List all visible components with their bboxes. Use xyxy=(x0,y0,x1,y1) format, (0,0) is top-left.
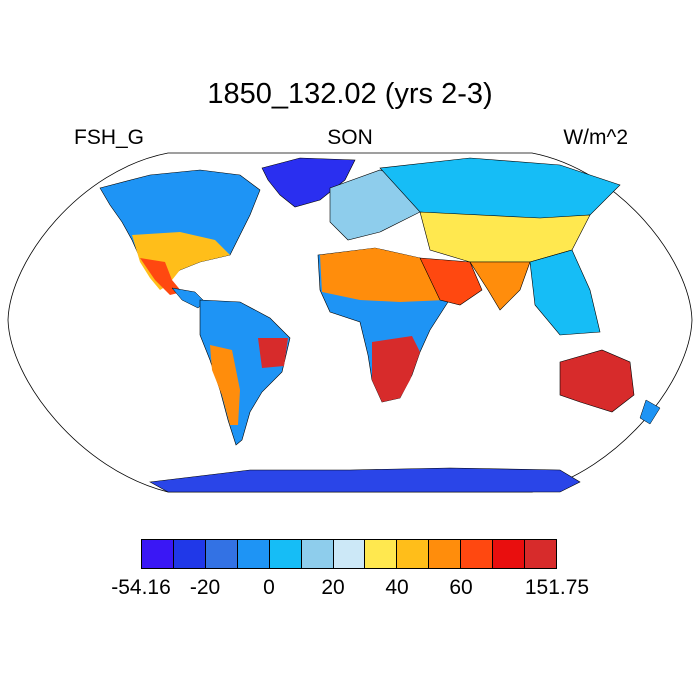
region-australia xyxy=(559,349,635,413)
colorbar-swatch xyxy=(301,540,334,568)
region-antarctica xyxy=(149,467,581,493)
colorbar-swatch xyxy=(429,540,462,568)
region-patagonia xyxy=(210,345,240,425)
colorbar-swatch xyxy=(269,540,302,568)
region-new-zealand xyxy=(639,399,661,425)
colorbar-swatch xyxy=(173,540,206,568)
region-greenland xyxy=(261,157,356,208)
colorbar-tick-label: 60 xyxy=(449,576,473,599)
map-title: 1850_132.02 (yrs 2-3) xyxy=(207,78,493,110)
region-india xyxy=(469,261,531,311)
colorbar-swatch xyxy=(205,540,238,568)
colorbar-swatch xyxy=(397,540,430,568)
colorbar-swatch xyxy=(525,540,556,568)
region-arabia xyxy=(419,257,483,306)
region-mexico xyxy=(140,258,182,295)
colorbar-tick-label: -54.16 xyxy=(111,576,171,599)
variable-label: FSH_G xyxy=(74,126,145,149)
colorbar-swatch xyxy=(333,540,366,568)
region-sahara xyxy=(320,248,446,302)
colorbar-tick-label: 40 xyxy=(385,576,409,599)
colorbar-tick-label: 0 xyxy=(263,576,275,599)
region-southern-africa xyxy=(372,336,420,402)
region-southeast-asia xyxy=(529,249,601,336)
colorbar-swatch xyxy=(493,540,526,568)
season-label: SON xyxy=(327,126,373,149)
region-east-brazil xyxy=(258,338,288,368)
colorbar-swatch xyxy=(237,540,270,568)
colorbar xyxy=(141,539,557,569)
colorbar-swatch xyxy=(365,540,398,568)
colorbar-tick-label: 151.75 xyxy=(524,576,590,599)
colorbar-tick-label: 20 xyxy=(321,576,345,599)
colorbar-swatch xyxy=(142,540,174,568)
units-label: W/m^2 xyxy=(563,126,628,149)
colorbar-swatch xyxy=(461,540,494,568)
colorbar-tick-label: -20 xyxy=(189,576,221,599)
